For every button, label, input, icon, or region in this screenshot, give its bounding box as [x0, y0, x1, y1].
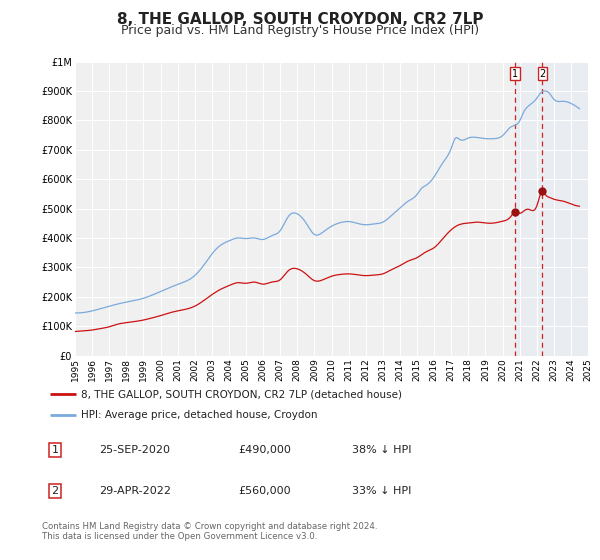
- Text: 29-APR-2022: 29-APR-2022: [99, 486, 171, 496]
- Text: Price paid vs. HM Land Registry's House Price Index (HPI): Price paid vs. HM Land Registry's House …: [121, 24, 479, 36]
- Text: 8, THE GALLOP, SOUTH CROYDON, CR2 7LP: 8, THE GALLOP, SOUTH CROYDON, CR2 7LP: [117, 12, 483, 27]
- Text: 38% ↓ HPI: 38% ↓ HPI: [352, 445, 411, 455]
- Text: £490,000: £490,000: [238, 445, 291, 455]
- Text: 1: 1: [512, 69, 518, 79]
- Bar: [515, 62, 588, 356]
- Text: Contains HM Land Registry data © Crown copyright and database right 2024.
This d: Contains HM Land Registry data © Crown c…: [42, 522, 377, 542]
- Text: 25-SEP-2020: 25-SEP-2020: [99, 445, 170, 455]
- Text: 1: 1: [52, 445, 58, 455]
- Text: HPI: Average price, detached house, Croydon: HPI: Average price, detached house, Croy…: [80, 410, 317, 420]
- Text: 8, THE GALLOP, SOUTH CROYDON, CR2 7LP (detached house): 8, THE GALLOP, SOUTH CROYDON, CR2 7LP (d…: [80, 389, 402, 399]
- Text: £560,000: £560,000: [238, 486, 291, 496]
- Text: 2: 2: [539, 69, 545, 79]
- Text: 2: 2: [52, 486, 58, 496]
- Text: 33% ↓ HPI: 33% ↓ HPI: [352, 486, 411, 496]
